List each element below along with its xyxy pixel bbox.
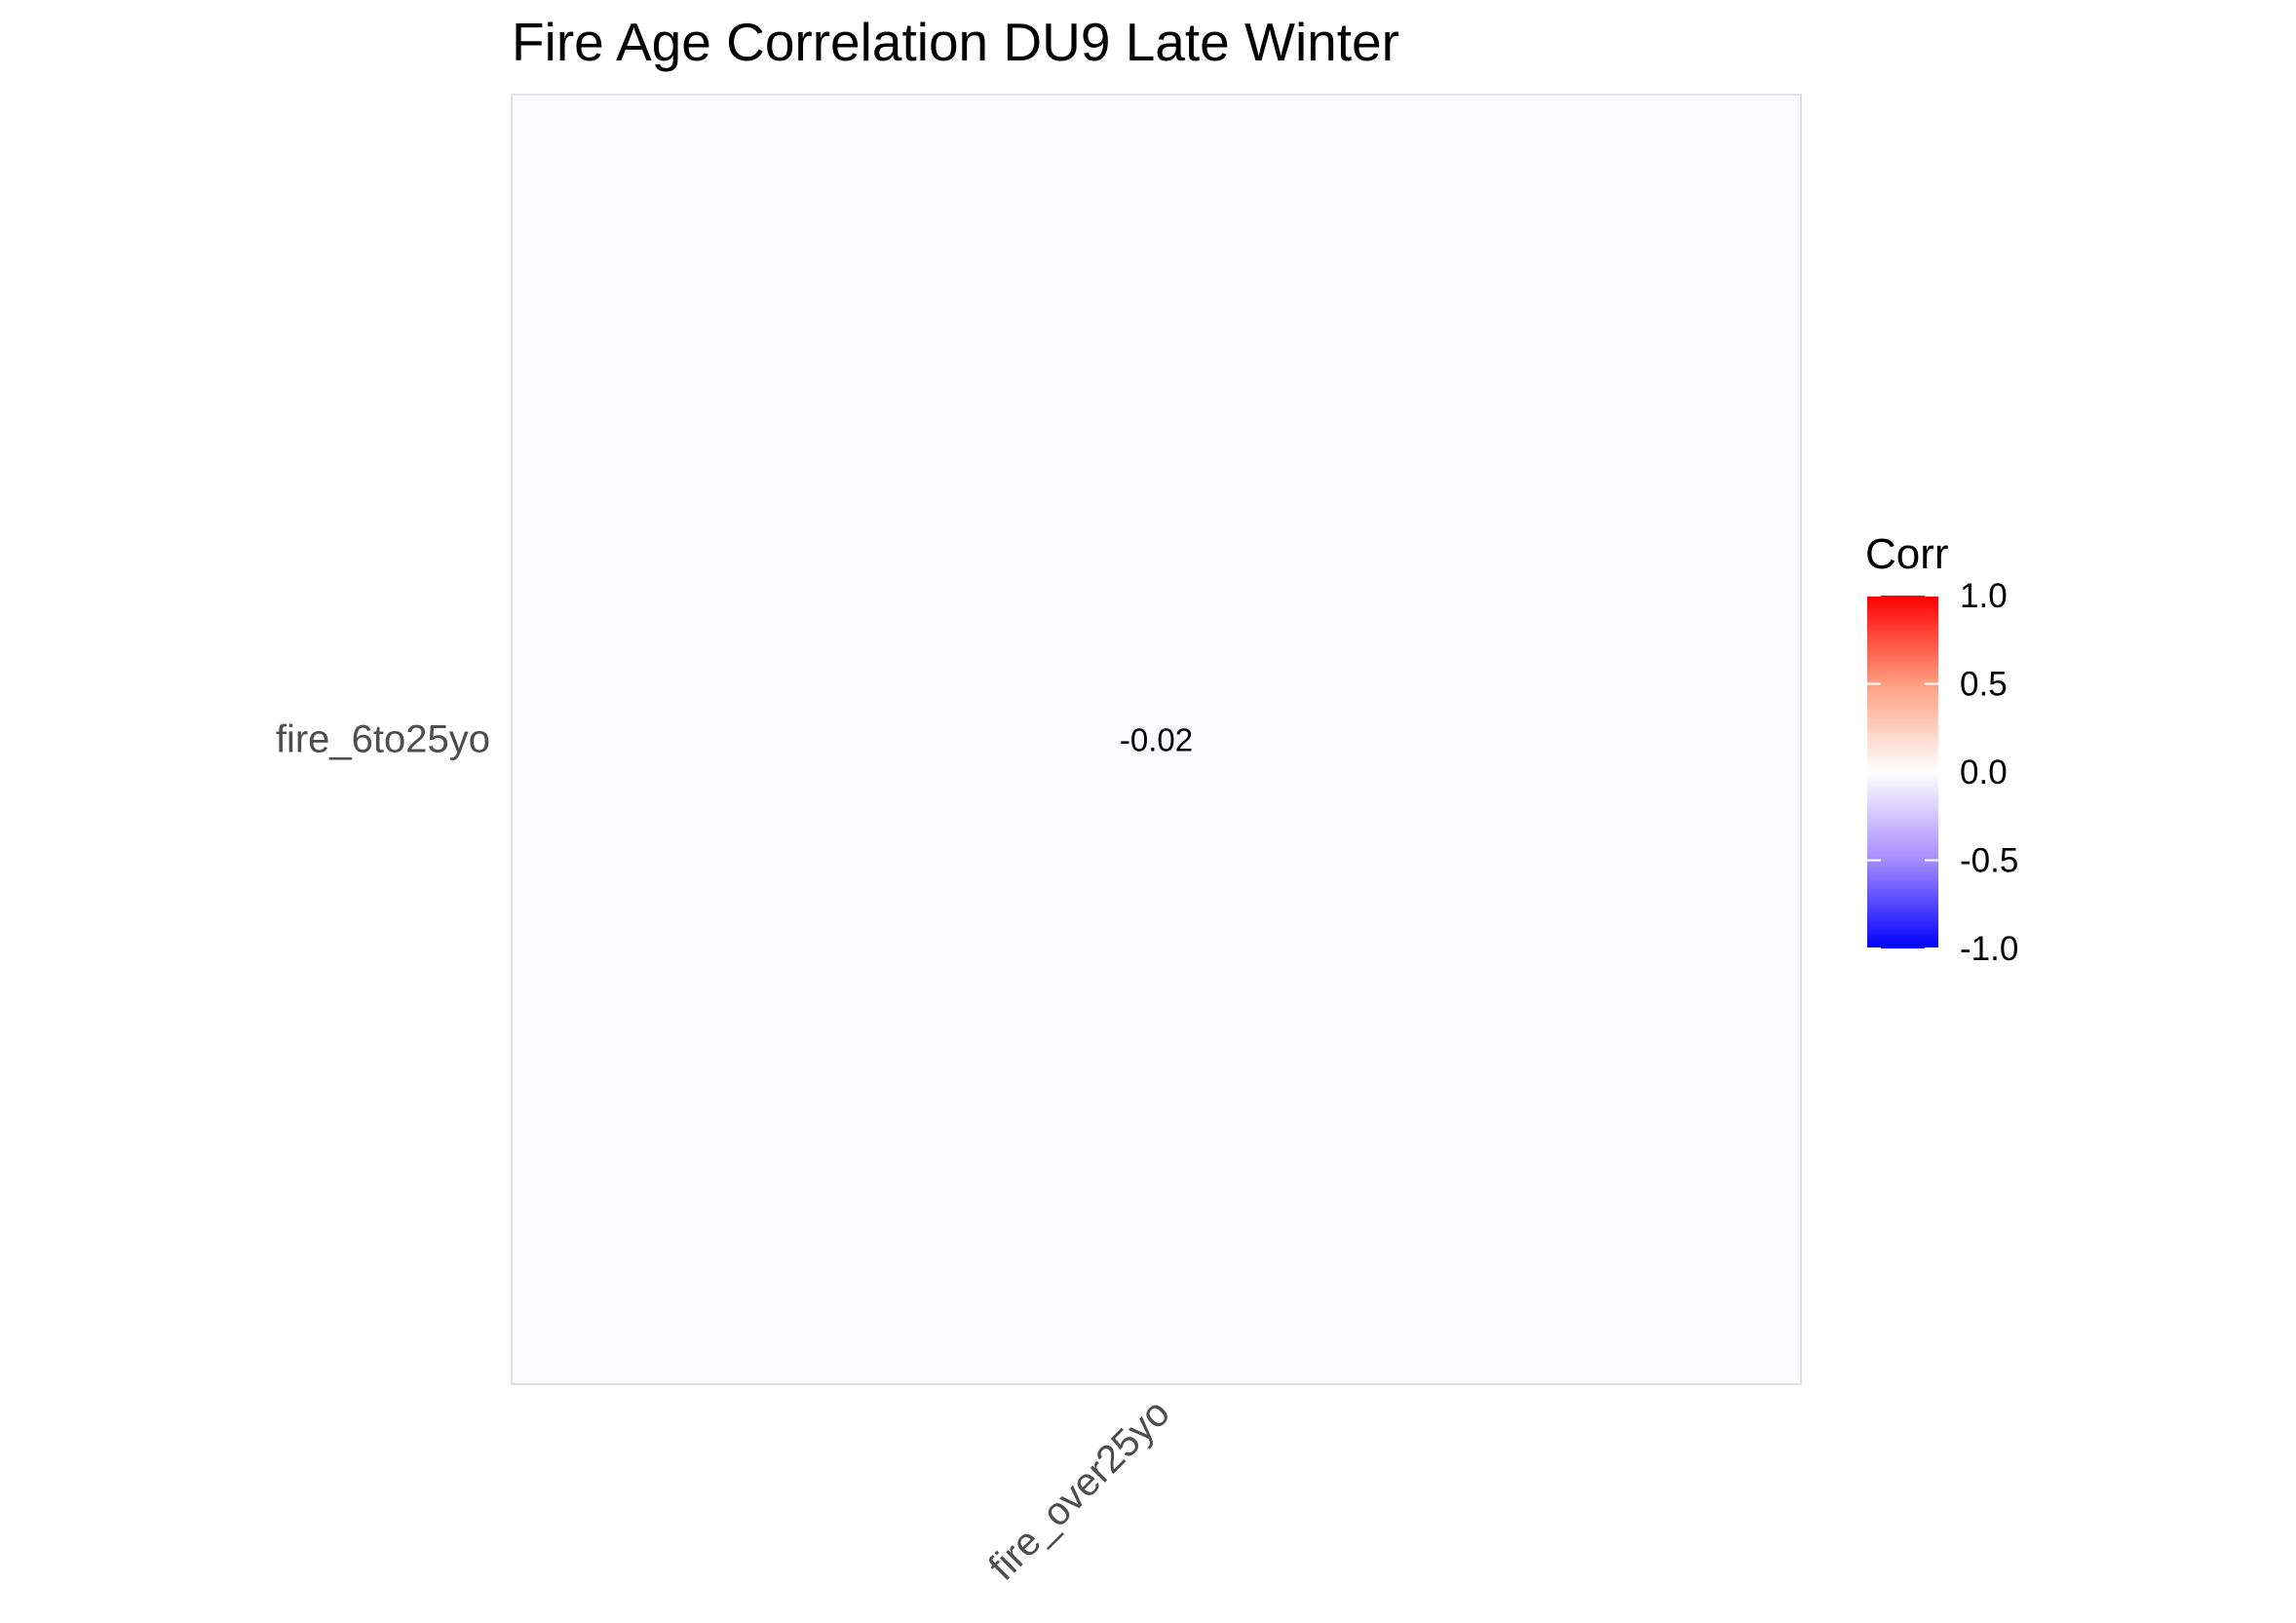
legend-tick-label: 1.0 (1960, 577, 2008, 615)
x-tick-label: fire_over25yo (980, 1391, 1177, 1588)
y-tick-label: fire_6to25yo (276, 718, 490, 761)
plot-area: -0.02 fire_6to25yo fire_over25yo (276, 94, 1802, 1589)
heatmap-cell (511, 94, 1802, 1385)
legend-tick-label: -0.5 (1960, 842, 2018, 880)
legend-tick-label: 0.5 (1960, 666, 2008, 704)
legend-tick-label: -1.0 (1960, 930, 2018, 968)
legend-ticks: 1.0 0.5 0.0 -0.5 -1.0 (1867, 577, 2018, 968)
legend-tick-label: 0.0 (1960, 754, 2008, 792)
chart-title: Fire Age Correlation DU9 Late Winter (512, 12, 1399, 72)
legend-title: Corr (1865, 530, 1949, 578)
legend: Corr 1.0 0.5 0.0 -0.5 -1.0 (1865, 530, 2018, 968)
cell-value-label: -0.02 (1120, 722, 1193, 758)
